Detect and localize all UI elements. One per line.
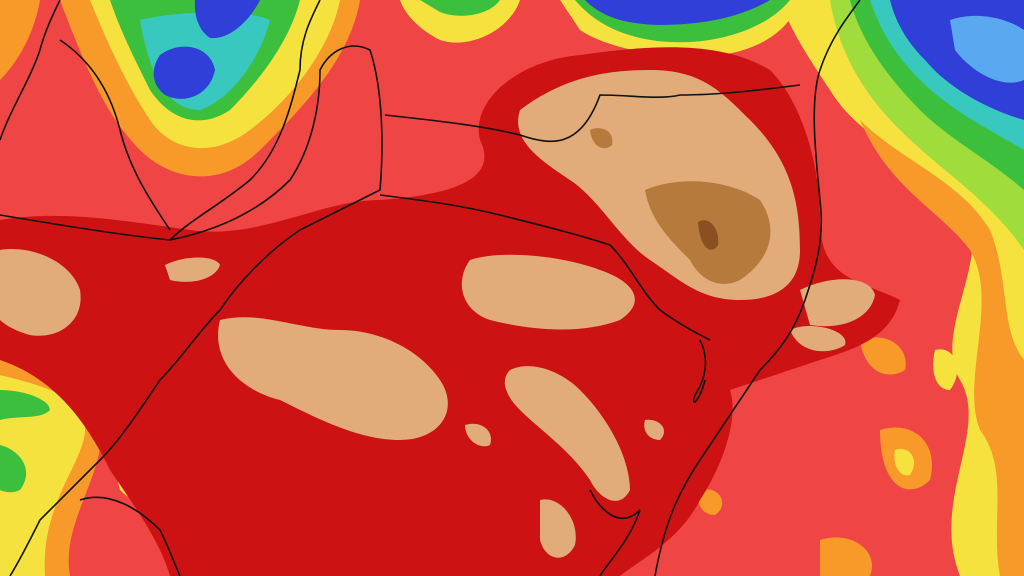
northwest-wet-region: [0, 0, 360, 177]
political-borders: [0, 0, 861, 576]
tan-region: [0, 70, 875, 558]
ocean-wet-region: [780, 0, 1024, 576]
east-patches: [698, 337, 958, 576]
north-wet-region: [400, 0, 800, 57]
